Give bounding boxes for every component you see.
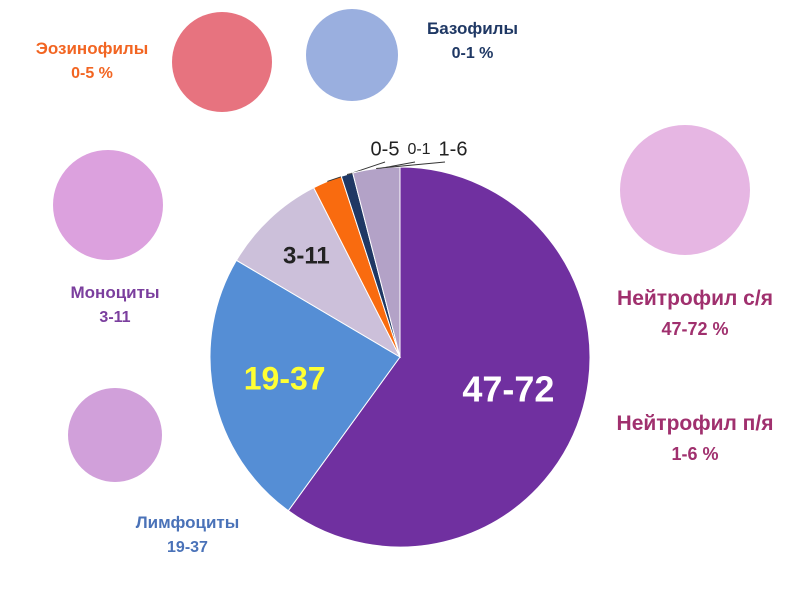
annotation: Эозинофилы 0-5 % (22, 36, 162, 86)
slice-label: 1-6 (439, 138, 468, 160)
leader-line (376, 161, 446, 169)
annotation-range: 0-1 % (451, 45, 494, 62)
annotation-name: Нейтрофил с/я (617, 287, 773, 310)
pie-slice (287, 166, 591, 548)
annotation: Моноциты 3-11 (40, 280, 190, 330)
slice-label: 47-72 (462, 369, 554, 410)
annotation-name: Лимфоциты (135, 513, 240, 532)
slice-label: 3-11 (283, 243, 330, 270)
pie-slice (209, 259, 401, 512)
pie-slice (235, 187, 402, 359)
slice-label: 0-1 (407, 141, 430, 158)
annotation-range: 3-11 (99, 309, 131, 326)
monocyte-cell (53, 150, 163, 260)
slice-label: 0-5 (371, 138, 400, 160)
annotation-name: Нейтрофил п/я (616, 412, 774, 435)
annotation: Нейтрофил п/я 1-6 % (615, 408, 775, 470)
annotation-name: Эозинофилы (35, 39, 149, 58)
basophil-cell (306, 9, 398, 101)
annotation-range: 19-37 (167, 539, 208, 556)
eosinophil-cell (172, 12, 272, 112)
annotation-range: 1-6 % (671, 444, 719, 464)
annotation-name: Моноциты (70, 283, 160, 302)
annotation-range: 47-72 % (661, 319, 729, 339)
annotation-range: 0-5 % (71, 65, 113, 82)
annotation: Нейтрофил с/я 47-72 % (615, 283, 775, 345)
cell-pictures (53, 9, 750, 482)
annotation: Лимфоциты 19-37 (120, 510, 255, 560)
annotation-name: Базофилы (427, 19, 518, 38)
neutrophil-cell (620, 125, 750, 255)
slice-label: 19-37 (244, 360, 326, 396)
lymphocyte-cell (68, 388, 162, 482)
annotation: Базофилы 0-1 % (420, 16, 525, 66)
